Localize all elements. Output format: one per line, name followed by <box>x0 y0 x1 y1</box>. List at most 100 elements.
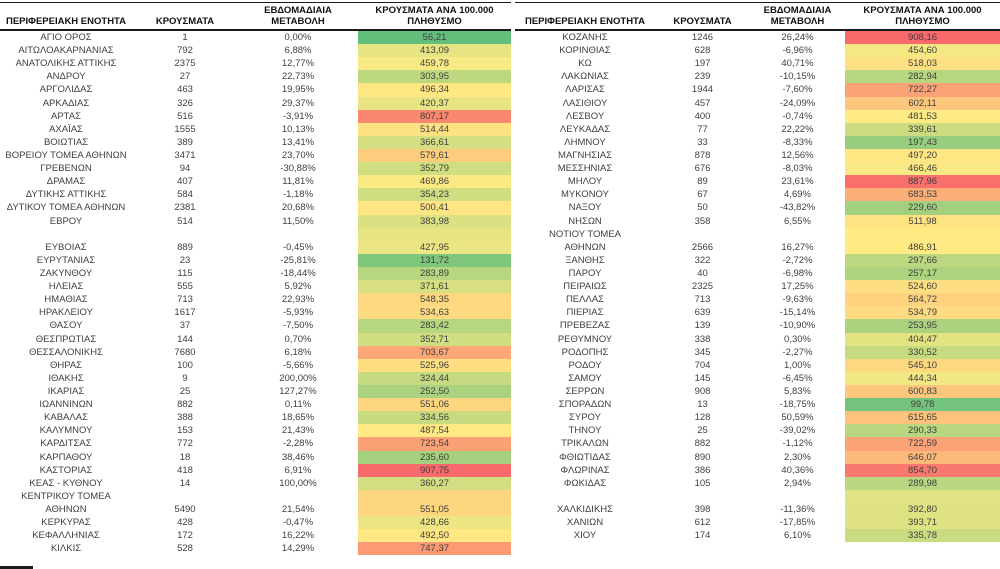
region-name-cell: ΔΥΤΙΚΗΣ ΑΤΤΙΚΗΣ <box>25 189 107 201</box>
table-row: ΠΕΙΡΑΙΩΣ 2325 17,25% 524,60 <box>515 280 1000 294</box>
column-header-weekly-change: ΕΒΔΟΜΑΔΙΑΙΑ ΜΕΤΑΒΟΛΗ <box>264 5 332 27</box>
table-row: ΖΑΚΥΝΘΟΥ 115 -18,44% 283,89 <box>0 266 511 281</box>
weekly-change-cell: 22,93% <box>281 294 315 306</box>
region-name-cell: ΣΕΡΡΩΝ <box>565 385 605 397</box>
weekly-change-cell: -8,33% <box>782 136 813 148</box>
cases-per-100k-heat-cell <box>845 489 1000 503</box>
table-row: ΣΕΡΡΩΝ 908 5,83% 600,83 <box>515 384 1000 399</box>
cases-cell: 7680 <box>174 346 196 358</box>
weekly-change-cell: -9,63% <box>782 294 813 306</box>
region-name-cell: ΜΑΓΝΗΣΙΑΣ <box>558 149 612 161</box>
cases-cell <box>132 490 238 503</box>
weekly-change-cell: 10,13% <box>281 123 315 135</box>
weekly-change-cell: -6,96% <box>782 45 813 57</box>
table-row: ΚΑΡΔΙΤΣΑΣ 772 -2,28% 723,54 <box>0 437 511 451</box>
cases-cell: 2566 <box>691 241 714 253</box>
cases-cell: 612 <box>694 517 711 529</box>
region-name-cell: ΤΗΝΟΥ <box>568 425 602 437</box>
region-name-cell: ΒΟΡΕΙΟΥ ΤΟΜΕΑ ΑΘΗΝΩΝ <box>5 149 127 161</box>
table-row: ΠΙΕΡΙΑΣ 639 -15,14% 534,79 <box>515 306 1000 320</box>
region-name-cell: ΚΑΡΠΑΘΟΥ <box>39 451 93 463</box>
table-row: ΡΕΘΥΜΝΟΥ 338 0,30% 404,47 <box>515 332 1000 346</box>
right-table: ΠΕΡΙΦΕΡΕΙΑΚΗ ΕΝΟΤΗΤΑ ΚΡΟΥΣΜΑΤΑ ΕΒΔΟΜΑΔΙΑ… <box>515 0 1000 543</box>
region-name-cell: ΡΟΔΟΠΗΣ <box>561 346 609 358</box>
cases-per-100k-heat-cell: 487,54 <box>358 424 511 438</box>
cases-cell: 2325 <box>691 281 714 293</box>
cases-cell: 18 <box>179 451 191 463</box>
weekly-change-cell: 21,54% <box>281 503 315 515</box>
cases-per-100k-heat-cell: 197,43 <box>845 135 1000 149</box>
weekly-change-cell: -10,90% <box>779 320 816 332</box>
cases-per-100k-heat-cell: 703,67 <box>358 345 511 359</box>
column-header-cases-per-100k: ΚΡΟΥΣΜΑΤΑ ΑΝΑ 100.000 ΠΛΗΘΥΣΜΟ <box>863 5 982 27</box>
cases-cell: 144 <box>177 333 193 345</box>
weekly-change-cell: -18,44% <box>280 267 316 279</box>
region-name-cell: ΝΑΞΟΥ <box>568 202 602 214</box>
region-name-cell: ΠΕΙΡΑΙΩΣ <box>563 281 607 293</box>
table-row: ΑΡΚΑΔΙΑΣ 326 29,37% 420,37 <box>0 96 511 110</box>
cases-per-100k-heat-cell: 289,98 <box>845 476 1000 490</box>
table-row: ΚΑΡΠΑΘΟΥ 18 38,46% 235,60 <box>0 450 511 464</box>
weekly-change-cell: -6,98% <box>782 267 813 279</box>
region-name-cell: ΧΑΛΚΙΔΙΚΗΣ <box>556 503 614 515</box>
table-row <box>515 489 1000 503</box>
region-name-cell: ΤΡΙΚΑΛΩΝ <box>561 438 609 450</box>
cases-cell: 713 <box>694 294 711 306</box>
weekly-change-cell: 29,37% <box>281 97 315 109</box>
table-row: ΡΟΔΟΠΗΣ 345 -2,27% 330,52 <box>515 345 1000 359</box>
cases-cell: 40 <box>697 267 708 279</box>
cases-per-100k-heat-cell <box>358 489 511 503</box>
weekly-change-cell: 0,30% <box>784 333 811 345</box>
weekly-change-cell: -0,45% <box>282 241 314 253</box>
table-row: ΑΡΤΑΣ 516 -3,91% 807,17 <box>0 109 511 123</box>
region-name-cell: ΑΡΤΑΣ <box>51 110 81 122</box>
weekly-change-cell: 40,71% <box>781 58 814 70</box>
region-name-cell: ΜΗΛΟΥ <box>567 176 603 188</box>
region-name-cell: ΘΕΣΣΑΛΟΝΙΚΗΣ <box>29 346 103 358</box>
region-name-cell: ΑΙΤΩΛΟΑΚΑΡΝΑΝΙΑΣ <box>18 45 114 57</box>
cases-per-100k-heat-cell: 548,35 <box>358 293 511 307</box>
cases-cell: 128 <box>694 412 711 424</box>
region-name-cell: ΛΗΜΝΟΥ <box>564 136 606 148</box>
table-row: ΔΡΑΜΑΣ 407 11,81% 469,86 <box>0 175 511 189</box>
cases-cell: 407 <box>177 176 193 188</box>
table-row: ΙΘΑΚΗΣ 9 200,00% 324,44 <box>0 371 511 385</box>
cases-per-100k-heat-cell: 747,37 <box>358 542 511 556</box>
weekly-change-cell: -11,36% <box>780 503 815 515</box>
region-name-cell: ΦΘΙΩΤΙΔΑΣ <box>559 451 611 463</box>
table-row: ΡΟΔΟΥ 704 1,00% 545,10 <box>515 358 1000 372</box>
cases-cell: 878 <box>694 149 711 161</box>
table-row: ΘΗΡΑΣ 100 -5,66% 525,96 <box>0 358 511 372</box>
table-row: ΧΑΛΚΙΔΙΚΗΣ 398 -11,36% 392,80 <box>515 502 1000 517</box>
cases-cell: 115 <box>177 267 193 279</box>
cases-cell: 908 <box>694 385 711 397</box>
region-name-cell: ΞΑΝΘΗΣ <box>565 254 605 266</box>
region-name-cell <box>0 228 132 241</box>
region-name-cell: ΛΑΡΙΣΑΣ <box>565 84 605 96</box>
weekly-change-cell <box>750 228 845 241</box>
cases-per-100k-heat-cell: 454,60 <box>845 44 1000 58</box>
region-name-cell: ΚΕΦΑΛΛΗΝΙΑΣ <box>32 530 100 542</box>
cases-per-100k-heat-cell: 404,47 <box>845 332 1000 346</box>
cases-cell: 5490 <box>174 503 196 515</box>
table-row: ΕΥΒΟΙΑΣ 889 -0,45% 427,95 <box>0 240 511 254</box>
cases-per-100k-heat-cell: 481,53 <box>845 109 1000 123</box>
region-name-cell: ΘΗΡΑΣ <box>49 359 83 371</box>
cases-cell: 704 <box>694 359 711 371</box>
region-name-cell: ΚΕΡΚΥΡΑΣ <box>41 517 91 529</box>
weekly-change-cell <box>238 228 358 241</box>
cases-per-100k-heat-cell: 646,07 <box>845 450 1000 464</box>
table-row: ΘΕΣΣΑΛΟΝΙΚΗΣ 7680 6,18% 703,67 <box>0 345 511 359</box>
cases-per-100k-heat-cell: 518,03 <box>845 57 1000 71</box>
weekly-change-cell: -30,88% <box>280 163 316 175</box>
table-row: ΚΕΡΚΥΡΑΣ 428 -0,47% 428,66 <box>0 516 511 530</box>
weekly-change-cell: -2,28% <box>282 438 314 450</box>
cases-per-100k-heat-cell: 466,46 <box>845 162 1000 176</box>
cases-per-100k-heat-cell: 297,66 <box>845 253 1000 267</box>
weekly-change-cell: 6,91% <box>284 464 312 476</box>
column-header-regional-unit: ΠΕΡΙΦΕΡΕΙΑΚΗ ΕΝΟΤΗΤΑ <box>524 15 646 27</box>
cases-cell: 584 <box>177 189 193 201</box>
region-name-cell: ΠΑΡΟΥ <box>568 267 602 279</box>
table-row: ΚΟΖΑΝΗΣ 1246 26,24% 908,16 <box>515 31 1000 45</box>
